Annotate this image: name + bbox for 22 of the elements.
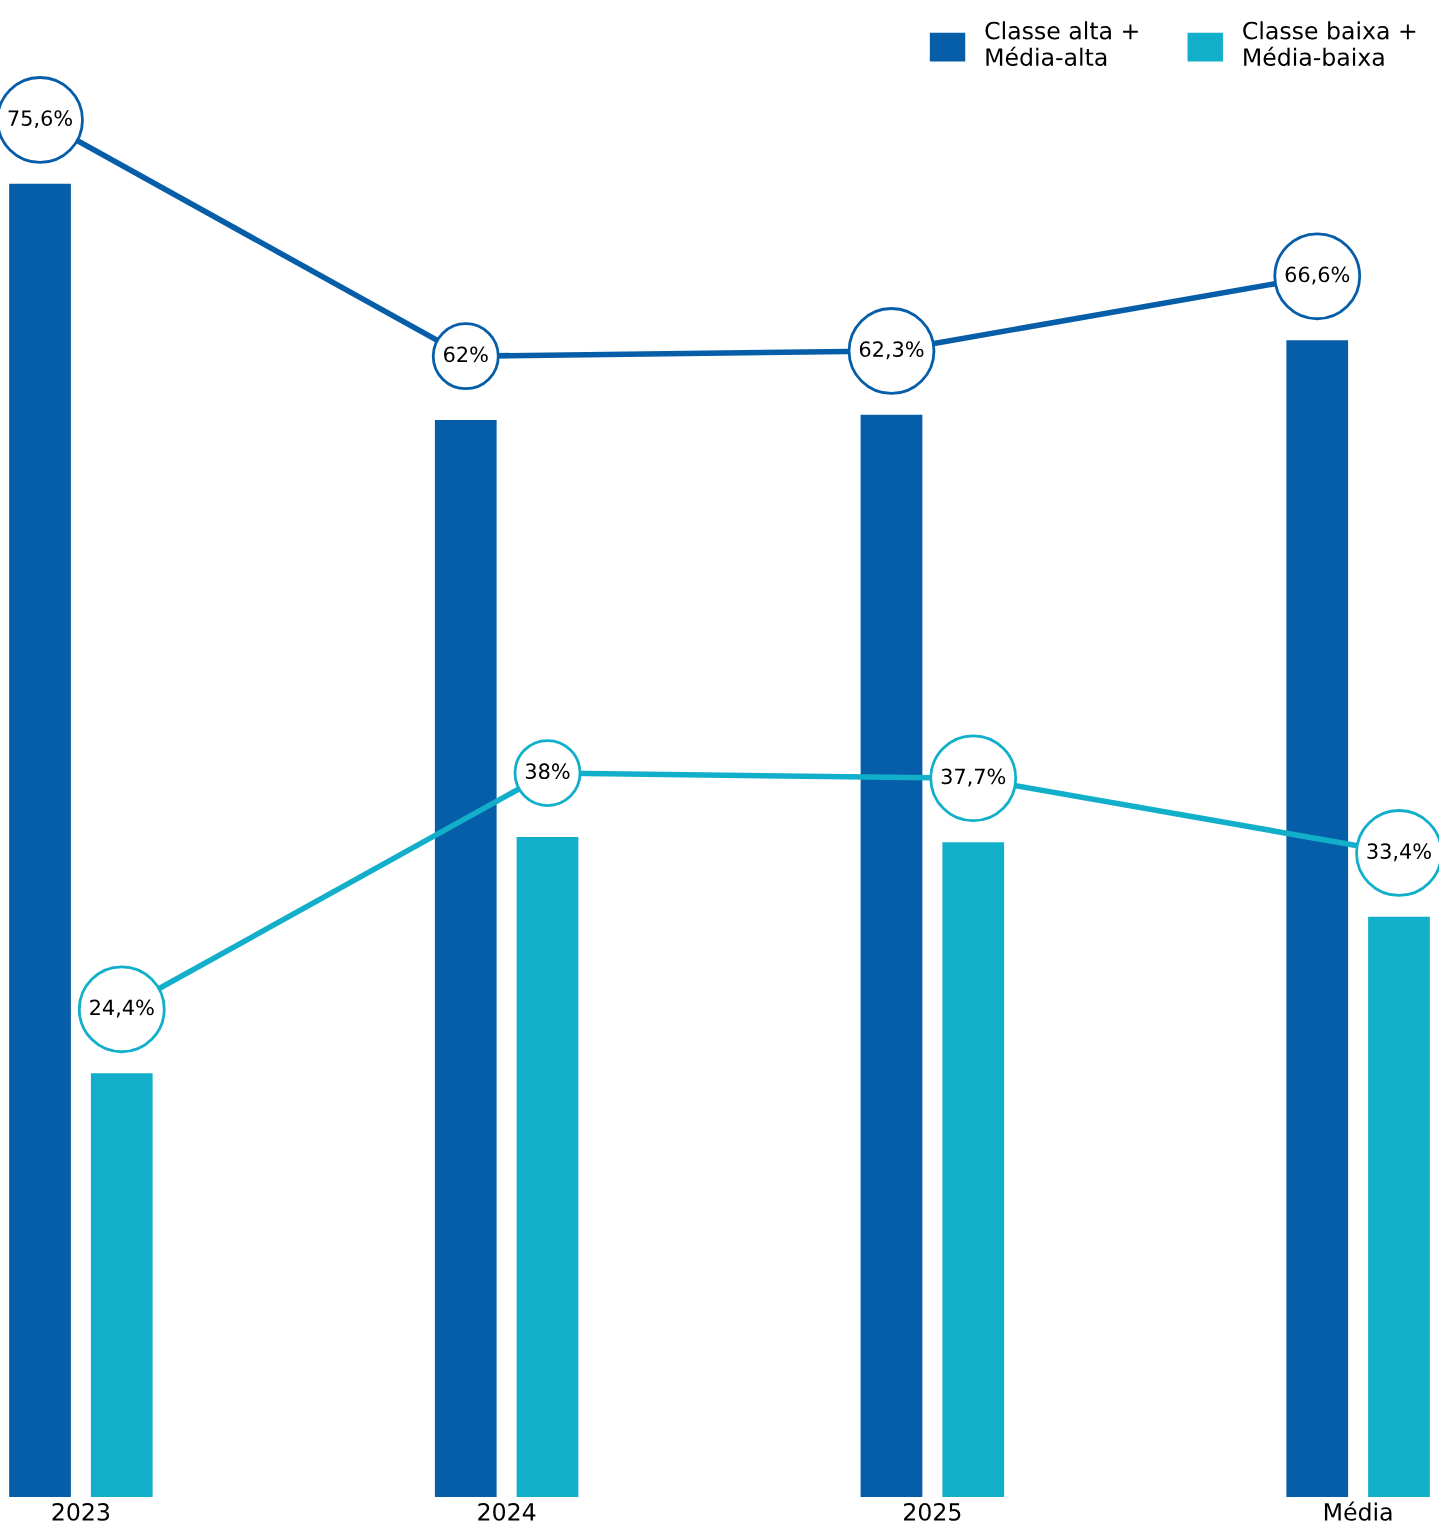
x-tick-label: Média (1324, 1501, 1392, 1521)
data-label: 66,6% (1285, 266, 1350, 285)
x-tick-label: 2023 (52, 1502, 110, 1521)
data-label: 37,7% (941, 768, 1006, 787)
bar (860, 414, 923, 1497)
x-tick-label: 2024 (478, 1502, 536, 1521)
data-label: 38% (525, 763, 570, 780)
data-label: 62,3% (859, 341, 924, 360)
bar (942, 842, 1005, 1497)
data-label: 75,6% (8, 110, 72, 129)
data-label: 62% (444, 346, 488, 363)
data-label: 24,4% (90, 999, 154, 1018)
data-label: 33,4% (1367, 843, 1431, 862)
bar (516, 836, 579, 1497)
legend-label: Classe alta + Média-alta (985, 21, 1138, 66)
bar (90, 1073, 153, 1497)
bar (1368, 916, 1430, 1497)
legend-label: Classe baixa + Média-baixa (1243, 21, 1416, 66)
bar (9, 183, 71, 1497)
x-tick-label: 2025 (904, 1502, 961, 1521)
bar (434, 420, 497, 1497)
bar (1286, 340, 1349, 1497)
